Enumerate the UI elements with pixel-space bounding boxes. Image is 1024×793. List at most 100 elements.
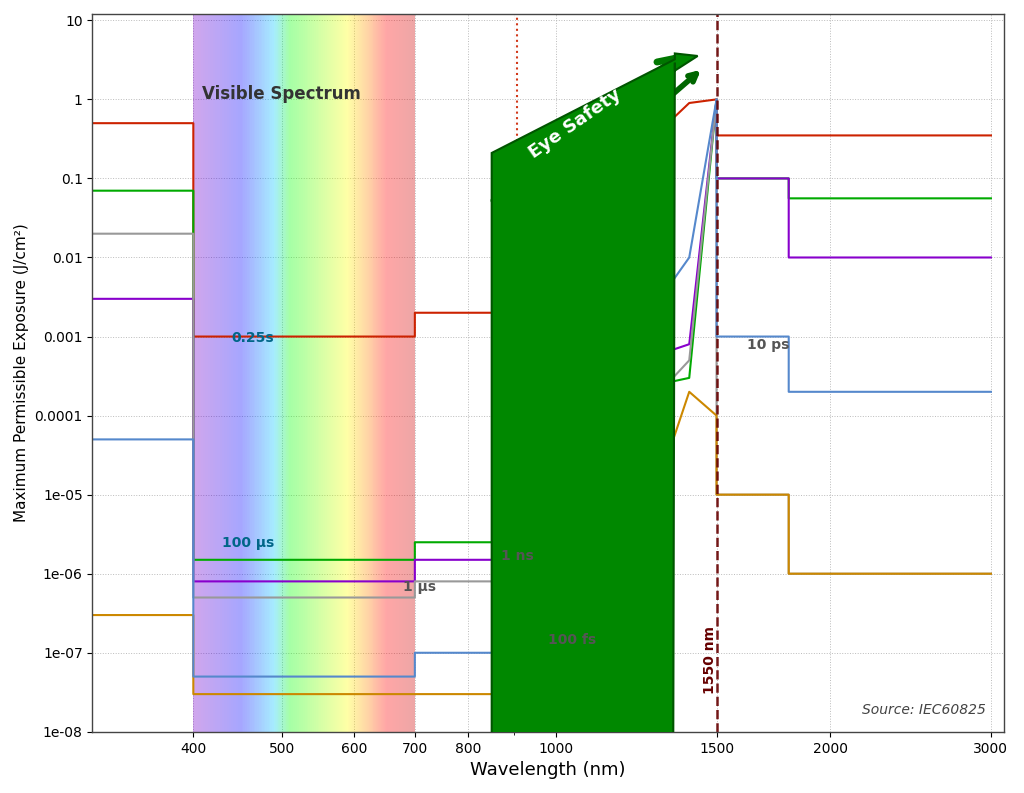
Bar <box>208 14 210 732</box>
Bar <box>322 14 323 732</box>
Bar <box>265 14 267 732</box>
Bar <box>236 14 238 732</box>
Bar <box>333 14 334 732</box>
Bar <box>201 14 203 732</box>
Bar <box>255 14 257 732</box>
Bar <box>203 14 206 732</box>
Text: 100 μs: 100 μs <box>222 535 274 550</box>
Bar <box>315 14 317 732</box>
Bar <box>268 14 270 732</box>
Bar <box>222 14 224 732</box>
Bar <box>257 14 259 732</box>
Bar <box>267 14 268 732</box>
Bar <box>412 14 414 732</box>
Bar <box>262 14 264 732</box>
Bar <box>397 14 399 732</box>
Bar <box>410 14 411 732</box>
FancyArrow shape <box>492 53 697 793</box>
Text: 905 nm: 905 nm <box>503 636 516 694</box>
Bar <box>310 14 312 732</box>
Bar <box>401 14 403 732</box>
Bar <box>295 14 297 732</box>
Text: 10 ps: 10 ps <box>748 338 790 352</box>
Bar <box>299 14 301 732</box>
Bar <box>407 14 408 732</box>
Bar <box>408 14 410 732</box>
Text: 100 fs: 100 fs <box>548 633 596 647</box>
Text: Eye Safety: Eye Safety <box>514 74 696 190</box>
Bar <box>336 14 337 732</box>
Bar <box>308 14 310 732</box>
Bar <box>338 14 339 732</box>
Bar <box>226 14 228 732</box>
Bar <box>312 14 314 732</box>
Bar <box>240 14 242 732</box>
Bar <box>224 14 226 732</box>
Bar <box>339 14 340 732</box>
Bar <box>399 14 400 732</box>
Bar <box>210 14 213 732</box>
Bar <box>264 14 265 732</box>
Bar <box>414 14 415 732</box>
Bar <box>390 14 391 732</box>
Bar <box>206 14 208 732</box>
Bar <box>196 14 199 732</box>
Bar <box>314 14 315 732</box>
Bar <box>330 14 331 732</box>
Bar <box>260 14 262 732</box>
Text: 1550 nm: 1550 nm <box>702 626 717 694</box>
Bar <box>259 14 260 732</box>
Bar <box>327 14 328 732</box>
Bar <box>334 14 335 732</box>
Bar <box>319 14 322 732</box>
Bar <box>301 14 303 732</box>
Bar <box>328 14 329 732</box>
Bar <box>233 14 236 732</box>
Bar <box>215 14 217 732</box>
Bar <box>231 14 233 732</box>
Bar <box>325 14 327 732</box>
Bar <box>194 14 196 732</box>
Bar <box>249 14 250 732</box>
Bar <box>252 14 254 732</box>
Bar <box>247 14 249 732</box>
Bar <box>411 14 412 732</box>
Bar <box>385 14 387 732</box>
X-axis label: Wavelength (nm): Wavelength (nm) <box>470 761 626 779</box>
Text: Eye Safety: Eye Safety <box>526 85 625 162</box>
Bar <box>323 14 325 732</box>
Bar <box>272 14 273 732</box>
Bar <box>388 14 390 732</box>
Bar <box>254 14 255 732</box>
Bar <box>332 14 333 732</box>
Bar <box>329 14 330 732</box>
Text: Source: IEC60825: Source: IEC60825 <box>862 703 986 718</box>
Bar <box>228 14 231 732</box>
Bar <box>335 14 336 732</box>
Bar <box>303 14 305 732</box>
Bar <box>293 14 295 732</box>
Bar <box>391 14 393 732</box>
Bar <box>331 14 332 732</box>
Text: 1 ns: 1 ns <box>501 549 534 563</box>
Bar <box>297 14 299 732</box>
Text: 1 μs: 1 μs <box>403 580 436 594</box>
Bar <box>403 14 404 732</box>
Bar <box>404 14 407 732</box>
Bar <box>393 14 394 732</box>
Bar <box>394 14 396 732</box>
Bar <box>290 14 292 732</box>
Bar <box>400 14 401 732</box>
Bar <box>270 14 272 732</box>
Bar <box>244 14 245 732</box>
Bar <box>199 14 201 732</box>
Bar <box>217 14 219 732</box>
Text: Visible Spectrum: Visible Spectrum <box>202 86 361 103</box>
Bar <box>250 14 252 732</box>
Bar <box>238 14 240 732</box>
Bar <box>213 14 215 732</box>
Bar <box>306 14 308 732</box>
Text: 0.25s: 0.25s <box>231 331 273 345</box>
Y-axis label: Maximum Permissible Exposure (J/cm²): Maximum Permissible Exposure (J/cm²) <box>14 224 29 523</box>
Bar <box>396 14 397 732</box>
